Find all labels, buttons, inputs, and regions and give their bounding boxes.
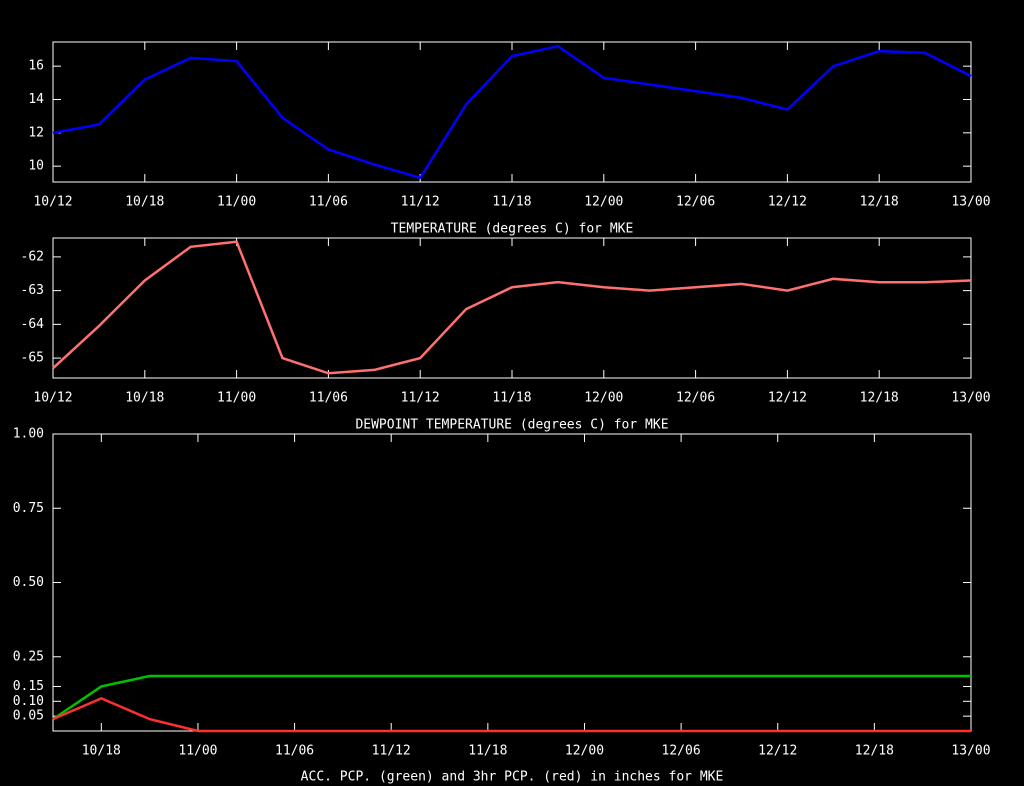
y-tick-label: 16	[28, 59, 44, 74]
x-tick-label: 10/18	[82, 744, 121, 759]
x-axis-label: ACC. PCP. (green) and 3hr PCP. (red) in …	[301, 770, 724, 785]
x-tick-label: 11/12	[372, 744, 411, 759]
plot-frame	[52, 433, 972, 732]
series-line	[52, 696, 971, 733]
x-tick-label: 13/00	[951, 195, 990, 210]
plot-frame	[52, 41, 972, 183]
y-tick-label: -64	[21, 317, 45, 332]
y-tick-label: -62	[21, 249, 44, 264]
x-tick-label: 11/12	[401, 195, 440, 210]
y-tick-label: -65	[21, 351, 44, 366]
x-tick-label: 10/12	[33, 195, 72, 210]
y-tick-label: 0.50	[13, 575, 44, 590]
series-line	[52, 44, 972, 180]
x-tick-label: 11/00	[217, 391, 256, 406]
y-tick-label: 0.25	[13, 649, 44, 664]
y-tick-label: 0.15	[13, 679, 44, 694]
x-tick-label: 12/12	[768, 195, 807, 210]
x-tick-label: 12/12	[758, 744, 797, 759]
x-tick-label: 11/06	[309, 195, 348, 210]
x-axis-label: DEWPOINT TEMPERATURE (degrees C) for MKE	[355, 418, 668, 433]
series-line	[52, 240, 972, 375]
y-tick-label: 0.10	[13, 694, 44, 709]
y-tick-label: 1.00	[13, 427, 44, 442]
x-axis-label: TEMPERATURE (degrees C) for MKE	[391, 222, 634, 237]
x-tick-label: 12/12	[768, 391, 807, 406]
y-tick-label: 14	[28, 92, 44, 107]
x-tick-label: 11/00	[178, 744, 217, 759]
x-tick-label: 12/06	[662, 744, 701, 759]
x-tick-label: 10/18	[125, 391, 164, 406]
x-tick-label: 11/18	[468, 744, 507, 759]
x-tick-label: 12/18	[860, 195, 899, 210]
x-tick-label: 10/12	[33, 391, 72, 406]
x-tick-label: 11/06	[275, 744, 314, 759]
x-tick-label: 12/00	[565, 744, 604, 759]
y-tick-label: 0.05	[13, 709, 44, 724]
x-tick-label: 11/06	[309, 391, 348, 406]
x-tick-label: 12/00	[584, 195, 623, 210]
x-tick-label: 12/18	[855, 744, 894, 759]
x-tick-label: 11/18	[492, 391, 531, 406]
y-tick-label: 12	[28, 125, 44, 140]
plot-frame	[52, 237, 972, 379]
x-tick-label: 12/18	[860, 391, 899, 406]
y-tick-label: 10	[28, 159, 44, 174]
x-tick-label: 10/18	[125, 195, 164, 210]
y-tick-label: -63	[21, 283, 44, 298]
series-line	[52, 674, 971, 721]
x-tick-label: 13/00	[951, 744, 990, 759]
x-tick-label: 11/18	[492, 195, 531, 210]
x-tick-label: 13/00	[951, 391, 990, 406]
y-tick-label: 0.75	[13, 501, 44, 516]
x-tick-label: 12/00	[584, 391, 623, 406]
x-tick-label: 11/12	[401, 391, 440, 406]
x-tick-label: 11/00	[217, 195, 256, 210]
x-tick-label: 12/06	[676, 195, 715, 210]
x-tick-label: 12/06	[676, 391, 715, 406]
